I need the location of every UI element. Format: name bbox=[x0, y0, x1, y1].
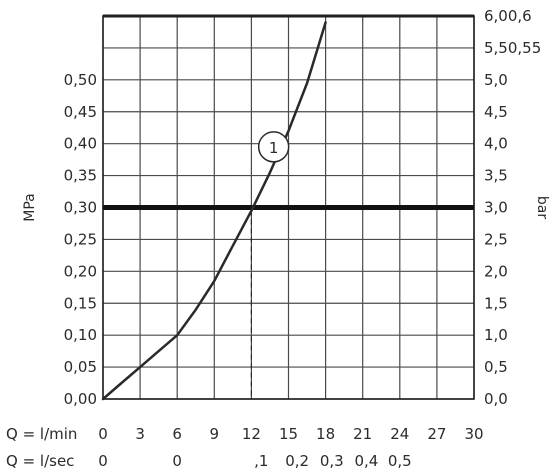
bottom-row-2-tick-2: ,1 bbox=[254, 452, 268, 470]
left-tick-label-9: 0,45 bbox=[64, 103, 97, 121]
right-axis-title: bar bbox=[534, 196, 550, 219]
left-tick-label-10: 0,50 bbox=[64, 71, 97, 89]
bottom-row-2-tick-6: 0,5 bbox=[388, 452, 412, 470]
bottom-row-2-tick-5: 0,4 bbox=[354, 452, 378, 470]
reference-layer bbox=[103, 205, 474, 399]
curve-label-circle bbox=[257, 131, 290, 163]
curve-label-text: 1 bbox=[269, 139, 279, 157]
bottom-row-1-tick-10: 30 bbox=[464, 425, 483, 443]
bottom-row-1-tick-5: 15 bbox=[279, 425, 298, 443]
bottom-row-2-label: Q = l/sec bbox=[6, 452, 74, 470]
right-tick-label-2: 1,0 bbox=[484, 326, 508, 344]
bottom-row-2-tick-1: 0 bbox=[172, 452, 182, 470]
right-tick-label-7: 3,5 bbox=[484, 167, 508, 185]
label-layer: 0,000,050,100,150,200,250,300,350,400,45… bbox=[6, 7, 550, 470]
bottom-row-2-tick-3: 0,2 bbox=[285, 452, 309, 470]
left-tick-label-5: 0,25 bbox=[64, 230, 97, 248]
bottom-row-1-tick-8: 24 bbox=[390, 425, 409, 443]
right-tick-label-9: 4,5 bbox=[484, 103, 508, 121]
bottom-row-1-tick-2: 6 bbox=[172, 425, 182, 443]
right-tick-label-11: 5,50,55 bbox=[484, 39, 541, 57]
right-tick-label-5: 2,5 bbox=[484, 230, 508, 248]
left-tick-label-3: 0,15 bbox=[64, 294, 97, 312]
bottom-row-1-tick-0: 0 bbox=[98, 425, 108, 443]
bottom-row-1-tick-6: 18 bbox=[316, 425, 335, 443]
curve-1 bbox=[101, 21, 327, 401]
bottom-row-1-tick-7: 21 bbox=[353, 425, 372, 443]
left-tick-label-7: 0,35 bbox=[64, 167, 97, 185]
left-tick-label-4: 0,20 bbox=[64, 262, 97, 280]
bottom-row-2-tick-0: 0 bbox=[98, 452, 108, 470]
right-tick-label-6: 3,0 bbox=[484, 199, 508, 217]
left-tick-label-6: 0,30 bbox=[64, 199, 97, 217]
right-tick-label-0: 0,0 bbox=[484, 390, 508, 408]
bottom-row-1-label: Q = l/min bbox=[6, 425, 77, 443]
bottom-row-1-tick-9: 27 bbox=[427, 425, 446, 443]
right-tick-label-10: 5,0 bbox=[484, 71, 508, 89]
bottom-row-1-tick-4: 12 bbox=[242, 425, 261, 443]
right-tick-label-12: 6,00,6 bbox=[484, 7, 532, 25]
left-tick-label-0: 0,00 bbox=[64, 390, 97, 408]
bottom-row-1-tick-3: 9 bbox=[210, 425, 220, 443]
left-axis-title: MPa bbox=[22, 193, 38, 221]
bottom-row-2-tick-4: 0,3 bbox=[320, 452, 344, 470]
right-tick-label-1: 0,5 bbox=[484, 358, 508, 376]
right-tick-label-8: 4,0 bbox=[484, 135, 508, 153]
bottom-row-1-tick-1: 3 bbox=[135, 425, 145, 443]
left-tick-label-2: 0,10 bbox=[64, 326, 97, 344]
right-tick-label-4: 2,0 bbox=[484, 262, 508, 280]
curve-layer: 1 bbox=[101, 21, 327, 401]
left-tick-label-8: 0,40 bbox=[64, 135, 97, 153]
right-tick-label-3: 1,5 bbox=[484, 294, 508, 312]
left-tick-label-1: 0,05 bbox=[64, 358, 97, 376]
